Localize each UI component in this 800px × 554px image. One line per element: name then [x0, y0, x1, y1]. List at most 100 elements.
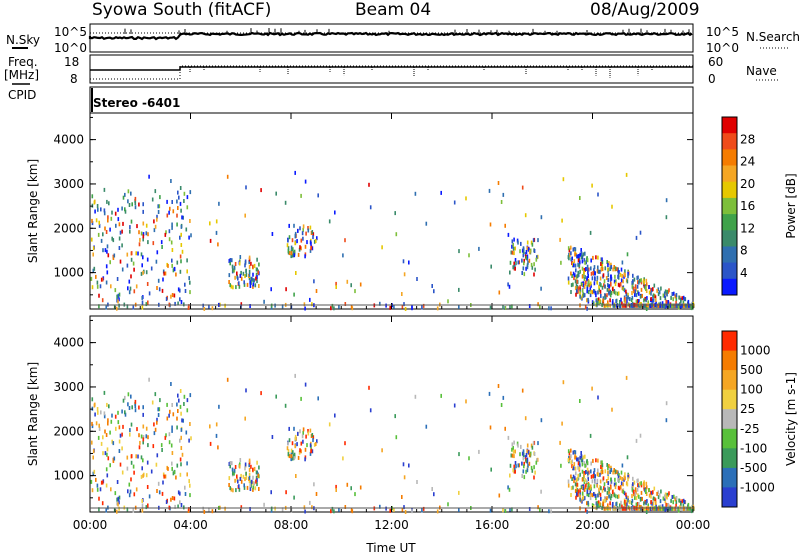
power-cell — [291, 238, 294, 243]
power-cell — [572, 271, 575, 276]
power-cell — [625, 296, 628, 301]
velocity-cell — [134, 404, 137, 408]
power-cell — [335, 281, 337, 286]
velocity-cell — [613, 468, 615, 472]
power-cell — [621, 301, 623, 306]
power-cell — [130, 274, 132, 279]
velocity-cell — [628, 506, 631, 511]
velocity-cell — [98, 496, 100, 501]
velocity-cell — [126, 507, 129, 512]
power-cell — [256, 275, 258, 279]
velocity-cell — [593, 484, 596, 489]
velocity-cell — [179, 438, 181, 443]
velocity-cell — [117, 502, 119, 507]
velocity-cell — [587, 493, 590, 498]
velocity-cell — [616, 470, 618, 475]
velocity-cell — [311, 505, 313, 510]
velocity-cell — [604, 506, 607, 511]
power-cell — [163, 271, 165, 276]
velocity-cell — [604, 487, 606, 492]
power-cell — [607, 283, 609, 288]
velocity-cell — [530, 443, 533, 448]
velocity-cell — [526, 468, 529, 473]
power-cell — [304, 306, 306, 311]
velocity-cell — [118, 506, 120, 511]
power-cell — [304, 254, 306, 259]
power-cell — [599, 298, 601, 303]
power-cell — [597, 269, 600, 274]
power-cell — [154, 189, 157, 194]
velocity-cell — [631, 494, 633, 498]
velocity-cell — [594, 474, 596, 479]
velocity-cell — [309, 500, 311, 505]
velocity-cell — [592, 505, 595, 510]
power-cell — [170, 179, 172, 183]
power-cell — [570, 290, 572, 294]
power-cell — [628, 303, 631, 308]
power-cell — [311, 302, 313, 307]
power-cell — [288, 251, 291, 256]
power-cell — [238, 281, 240, 286]
velocity-cell — [307, 431, 310, 436]
velocity-cell — [633, 489, 635, 494]
power-cell — [228, 273, 231, 278]
power-cell — [307, 226, 309, 230]
power-cell — [568, 248, 571, 253]
velocity-colorbar-bin — [722, 448, 737, 469]
velocity-cell — [533, 452, 536, 456]
velocity-cell — [587, 471, 589, 476]
power-cell — [521, 185, 524, 190]
velocity-cell — [350, 507, 353, 512]
velocity-cell — [116, 480, 119, 484]
power-cell — [130, 219, 133, 224]
power-cell — [171, 225, 173, 230]
velocity-cell — [521, 461, 523, 466]
power-cell — [245, 268, 247, 273]
power-cell — [577, 272, 580, 277]
velocity-cell — [403, 505, 405, 510]
velocity-cell — [567, 458, 570, 463]
power-cell — [248, 272, 251, 277]
power-cell — [609, 267, 611, 271]
velocity-cell — [586, 492, 588, 497]
velocity-cell — [248, 475, 251, 480]
velocity-cell — [572, 474, 575, 479]
velocity-cell — [601, 488, 604, 493]
power-cell — [643, 298, 645, 303]
power-cell — [610, 282, 612, 287]
velocity-cell — [590, 492, 592, 497]
power-cell — [638, 291, 640, 296]
velocity-cell — [659, 506, 661, 511]
power-cell — [639, 301, 641, 306]
velocity-cell — [569, 456, 571, 461]
velocity-cell — [91, 397, 94, 402]
velocity-cell — [690, 509, 693, 514]
velocity-cell — [674, 497, 677, 502]
velocity-cell — [389, 508, 391, 513]
power-cell — [453, 200, 456, 205]
velocity-cell — [650, 494, 652, 499]
power-cell — [239, 255, 242, 259]
power-cell — [522, 246, 525, 251]
velocity-cell — [159, 398, 161, 403]
power-cell — [91, 237, 93, 242]
power-cell — [579, 287, 581, 292]
power-cell — [567, 280, 570, 285]
velocity-cell — [335, 488, 337, 492]
power-cell — [287, 249, 290, 254]
freq-tick-bottom: 8 — [70, 72, 78, 86]
power-cell — [117, 207, 119, 212]
velocity-cell — [602, 499, 605, 504]
velocity-cell — [179, 457, 182, 462]
velocity-cell — [121, 446, 123, 451]
velocity-cell — [537, 441, 539, 446]
power-cell — [147, 300, 149, 305]
velocity-cell — [594, 480, 596, 485]
velocity-cell — [147, 435, 149, 440]
power-cell — [315, 289, 318, 293]
power-cell — [145, 231, 148, 236]
velocity-cell — [335, 484, 337, 489]
velocity-cell — [621, 477, 623, 481]
power-cell — [416, 277, 418, 281]
velocity-cell — [684, 506, 687, 511]
